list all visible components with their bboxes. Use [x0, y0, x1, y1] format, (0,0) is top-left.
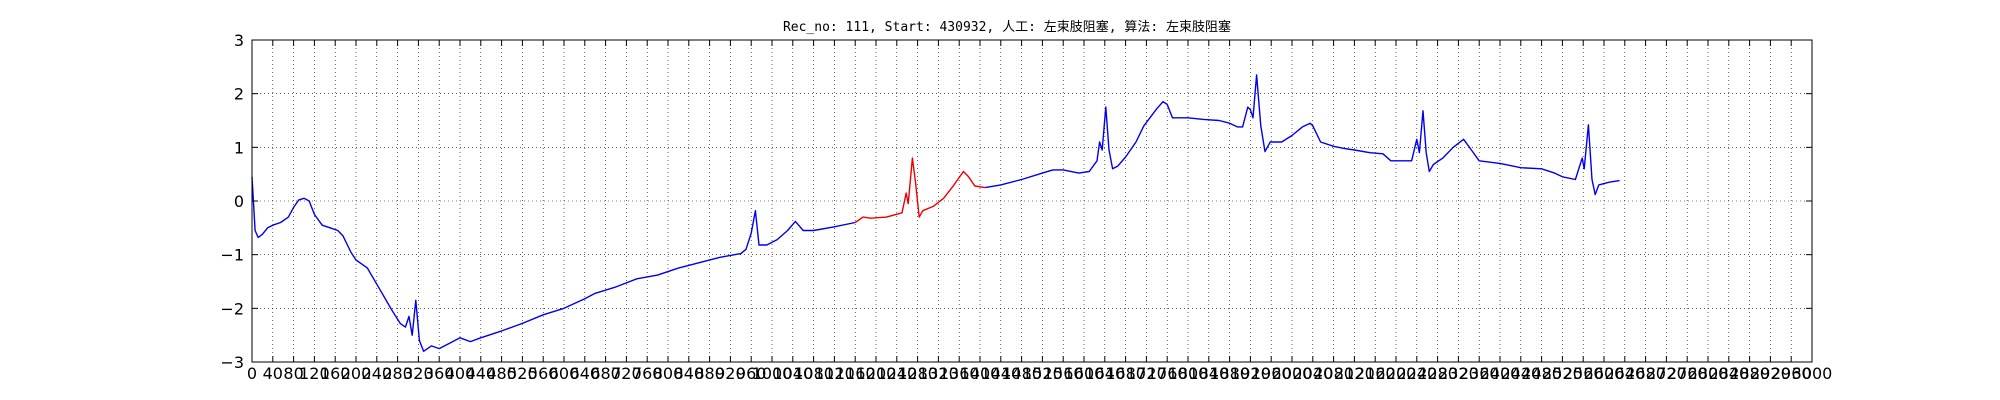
x-tick-label: 2840	[1708, 364, 1749, 383]
x-tick-label: 2120	[1334, 364, 1375, 383]
x-tick-label: 2800	[1688, 364, 1729, 383]
x-tick-label: 2400	[1480, 364, 1521, 383]
x-tick-label: 1960	[1251, 364, 1292, 383]
x-tick-label: 2520	[1542, 364, 1583, 383]
x-tick-label: 760	[632, 364, 663, 383]
y-tick-labels: 3 2 1 0 −1 −2 −3	[220, 31, 244, 372]
tick-marks	[251, 39, 1813, 363]
x-tick-label: 1360	[939, 364, 980, 383]
y-tick-label: 0	[234, 192, 244, 211]
x-tick-label: 1680	[1105, 364, 1146, 383]
x-tick-label: 920	[715, 364, 746, 383]
x-tick-label: 2640	[1604, 364, 1645, 383]
y-tick-label: −1	[220, 246, 244, 265]
series-line-0	[251, 176, 856, 352]
x-tick-label: 2000	[1272, 364, 1313, 383]
y-tick-label: −3	[220, 353, 244, 372]
x-tick-label: 560	[528, 364, 559, 383]
x-tick-label: 1560	[1043, 364, 1084, 383]
x-tick-label: 600	[549, 364, 580, 383]
x-tick-label: 40	[263, 364, 283, 383]
x-tick-label: 3000	[1792, 364, 1833, 383]
x-tick-label: 1160	[835, 364, 876, 383]
x-tick-label: 800	[653, 364, 684, 383]
x-tick-label: 2040	[1292, 364, 1333, 383]
x-tick-label: 2480	[1521, 364, 1562, 383]
x-tick-label: 720	[611, 364, 642, 383]
x-tick-label: 480	[486, 364, 517, 383]
x-tick-label: 2200	[1376, 364, 1417, 383]
x-tick-label: 1200	[856, 364, 897, 383]
x-tick-label: 120	[299, 364, 330, 383]
x-tick-label: 1320	[918, 364, 959, 383]
x-tick-label: 640	[570, 364, 601, 383]
x-tick-label: 1840	[1188, 364, 1229, 383]
x-tick-label: 1520	[1022, 364, 1063, 383]
chart-title: Rec_no: 111, Start: 430932, 人工: 左束肢阻塞, 算…	[783, 19, 1231, 35]
x-tick-label: 1440	[980, 364, 1021, 383]
x-tick-labels: 0 40 8012016020024028032036040044048052056…	[247, 364, 1832, 383]
x-tick-label: 2360	[1459, 364, 1500, 383]
x-tick-label: 320	[403, 364, 434, 383]
x-tick-label: 1040	[772, 364, 813, 383]
x-tick-label: 1240	[876, 364, 917, 383]
x-tick-label: 2240	[1396, 364, 1437, 383]
series-line-2	[985, 74, 1620, 196]
x-tick-label: 1000	[752, 364, 793, 383]
x-tick-label: 1880	[1209, 364, 1250, 383]
x-tick-label: 2880	[1729, 364, 1770, 383]
y-tick-label: 1	[234, 138, 244, 157]
y-tick-label: 2	[234, 85, 244, 104]
series-line-1	[854, 157, 986, 224]
x-tick-label: 400	[445, 364, 476, 383]
series-layer	[251, 74, 1620, 352]
x-tick-label: 2320	[1438, 364, 1479, 383]
y-tick-label: −2	[220, 299, 244, 318]
x-tick-label: 840	[674, 364, 705, 383]
x-tick-label: 280	[382, 364, 413, 383]
x-tick-label: 1600	[1064, 364, 1105, 383]
x-tick-label: 520	[507, 364, 538, 383]
x-tick-label: 880	[694, 364, 725, 383]
x-tick-label: 2560	[1563, 364, 1604, 383]
x-tick-label: 1400	[960, 364, 1001, 383]
x-tick-label: 200	[341, 364, 372, 383]
x-tick-label: 2760	[1667, 364, 1708, 383]
x-tick-label: 1640	[1084, 364, 1125, 383]
grid-lines	[252, 40, 1812, 362]
x-tick-label: 440	[466, 364, 497, 383]
x-tick-label: 1080	[793, 364, 834, 383]
x-tick-label: 1800	[1168, 364, 1209, 383]
x-tick-label: 2720	[1646, 364, 1687, 383]
x-tick-label: 2680	[1625, 364, 1666, 383]
x-tick-label: 160	[320, 364, 351, 383]
x-tick-label: 1920	[1230, 364, 1271, 383]
x-tick-label: 1280	[897, 364, 938, 383]
x-tick-label: 2960	[1771, 364, 1812, 383]
x-tick-label: 1720	[1126, 364, 1167, 383]
x-tick-label: 80	[283, 364, 303, 383]
x-tick-label: 2160	[1355, 364, 1396, 383]
x-tick-label: 0	[247, 364, 257, 383]
x-tick-label: 960	[736, 364, 767, 383]
x-tick-label: 2280	[1417, 364, 1458, 383]
x-tick-label: 2920	[1750, 364, 1791, 383]
x-tick-label: 360	[424, 364, 455, 383]
x-tick-label: 240	[362, 364, 393, 383]
x-tick-label: 680	[590, 364, 621, 383]
x-tick-label: 2600	[1584, 364, 1625, 383]
x-tick-label: 2080	[1313, 364, 1354, 383]
x-tick-label: 1120	[814, 364, 855, 383]
x-tick-label: 1480	[1001, 364, 1042, 383]
x-tick-label: 1760	[1147, 364, 1188, 383]
y-tick-label: 3	[234, 31, 244, 50]
x-tick-label: 2440	[1500, 364, 1541, 383]
